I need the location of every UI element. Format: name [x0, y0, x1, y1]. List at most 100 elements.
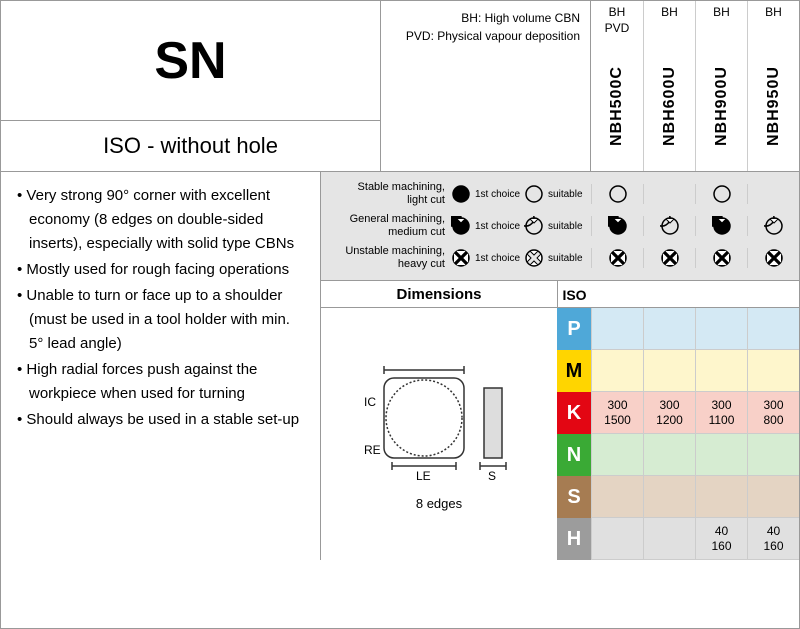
- suitability-cell: [591, 216, 643, 236]
- iso-cell: [747, 350, 799, 392]
- datasheet: SN ISO - without hole BH: High volume CB…: [0, 0, 800, 629]
- suitability-cells: [591, 184, 799, 204]
- suitability-row: Unstable machining,heavy cut1st choicesu…: [321, 242, 799, 274]
- body-row: Very strong 90° corner with excellent ec…: [1, 171, 799, 560]
- label-ic: IC: [364, 395, 376, 409]
- iso-cell: [591, 308, 643, 350]
- grade-type: BH: [765, 5, 782, 45]
- iso-row: P: [557, 308, 799, 350]
- grade-column: BHNBH600U: [643, 1, 695, 171]
- grade-column: BHNBH900U: [695, 1, 747, 171]
- iso-cell: [591, 350, 643, 392]
- suitability-cell: [747, 248, 799, 268]
- suitability-label: Unstable machining,heavy cut: [321, 245, 451, 271]
- iso-letter: M: [557, 350, 591, 392]
- diagram-caption: 8 edges: [416, 496, 462, 511]
- bullet-item: Mostly used for rough facing operations: [17, 258, 304, 282]
- suitability-label: Stable machining,light cut: [321, 181, 451, 207]
- iso-cell: [747, 476, 799, 518]
- legend-line: BH: High volume CBN: [391, 9, 580, 27]
- iso-cell: [591, 518, 643, 560]
- grade-columns: BHPVDNBH500CBHNBH600UBHNBH900UBHNBH950U: [591, 1, 799, 171]
- iso-row: H 4016040160: [557, 518, 799, 560]
- grade-name: NBH600U: [661, 45, 679, 167]
- legend-text: BH: High volume CBN PVD: Physical vapour…: [381, 1, 591, 171]
- iso-cell: [643, 308, 695, 350]
- suitability-cell: [591, 248, 643, 268]
- iso-cell: [695, 350, 747, 392]
- bullet-item: Should always be used in a stable set-up: [17, 408, 304, 432]
- grade-name: NBH900U: [713, 45, 731, 167]
- suitability-cell: [591, 184, 643, 204]
- grade-column: BHPVDNBH500C: [591, 1, 643, 171]
- suitability-block: Stable machining,light cut1st choicesuit…: [321, 172, 799, 280]
- suitability-cell: [695, 216, 747, 236]
- iso-cell: 300800: [747, 392, 799, 434]
- iso-cell: [591, 434, 643, 476]
- iso-letter: P: [557, 308, 591, 350]
- iso-letter: S: [557, 476, 591, 518]
- iso-row: N: [557, 434, 799, 476]
- dimensions-header: Dimensions ISO: [321, 280, 799, 308]
- suitability-row: General machining,medium cut1st choicesu…: [321, 210, 799, 242]
- suitability-cell: [747, 184, 799, 204]
- iso-cell: [695, 476, 747, 518]
- iso-header-label: ISO: [557, 281, 591, 307]
- suitability-cell: [747, 216, 799, 236]
- iso-cell: [643, 518, 695, 560]
- right-block: Stable machining,light cut1st choicesuit…: [321, 172, 799, 560]
- iso-cell: [591, 476, 643, 518]
- iso-cell: [747, 434, 799, 476]
- iso-cell: [747, 308, 799, 350]
- bullet-item: High radial forces push against the work…: [17, 358, 304, 406]
- diagram-svg: IC RE LE S: [354, 358, 524, 488]
- iso-cell: [695, 308, 747, 350]
- iso-grid: PMK300150030012003001100300800NSH 4016040…: [557, 308, 799, 560]
- suitability-cell: [643, 216, 695, 236]
- iso-row: K300150030012003001100300800: [557, 392, 799, 434]
- iso-cell: 40160: [695, 518, 747, 560]
- suitability-cells: [591, 248, 799, 268]
- suitability-row: Stable machining,light cut1st choicesuit…: [321, 178, 799, 210]
- product-code: SN: [1, 1, 380, 121]
- iso-letter: N: [557, 434, 591, 476]
- iso-cell: [643, 434, 695, 476]
- label-re: RE: [364, 443, 381, 457]
- header-row: SN ISO - without hole BH: High volume CB…: [1, 1, 799, 171]
- dimensions-label: Dimensions: [321, 281, 557, 307]
- suitability-cells: [591, 216, 799, 236]
- iso-cell: 40160: [747, 518, 799, 560]
- dimensions-body: IC RE LE S 8 edges PMK300150030012003001…: [321, 308, 799, 560]
- iso-cell: [695, 434, 747, 476]
- suitability-legend: 1st choicesuitable: [451, 216, 591, 236]
- suitability-cell: [643, 184, 695, 204]
- grade-name: NBH950U: [765, 45, 783, 167]
- legend-block: BH: High volume CBN PVD: Physical vapour…: [381, 1, 799, 171]
- iso-cell: 3001500: [591, 392, 643, 434]
- grade-type: BH: [661, 5, 678, 45]
- suitability-label: General machining,medium cut: [321, 213, 451, 239]
- suitability-cell: [695, 184, 747, 204]
- grade-type: BH: [713, 5, 730, 45]
- grade-column: BHNBH950U: [747, 1, 799, 171]
- suitability-legend: 1st choicesuitable: [451, 184, 591, 204]
- grade-name: NBH500C: [608, 45, 626, 167]
- iso-row: S: [557, 476, 799, 518]
- legend-line: PVD: Physical vapour deposition: [391, 27, 580, 45]
- suitability-cell: [643, 248, 695, 268]
- suitability-legend: 1st choicesuitable: [451, 248, 591, 268]
- bullet-list: Very strong 90° corner with excellent ec…: [17, 184, 304, 432]
- grade-type: BHPVD: [605, 5, 630, 45]
- bullet-item: Very strong 90° corner with excellent ec…: [17, 184, 304, 256]
- description-block: Very strong 90° corner with excellent ec…: [1, 172, 321, 560]
- product-subtitle: ISO - without hole: [1, 121, 380, 171]
- iso-letter: K: [557, 392, 591, 434]
- iso-cell: [643, 476, 695, 518]
- suitability-cell: [695, 248, 747, 268]
- label-le: LE: [416, 469, 431, 483]
- iso-letter: H: [557, 518, 591, 560]
- label-s: S: [488, 469, 496, 483]
- title-block: SN ISO - without hole: [1, 1, 381, 171]
- iso-cell: 3001100: [695, 392, 747, 434]
- iso-row: M: [557, 350, 799, 392]
